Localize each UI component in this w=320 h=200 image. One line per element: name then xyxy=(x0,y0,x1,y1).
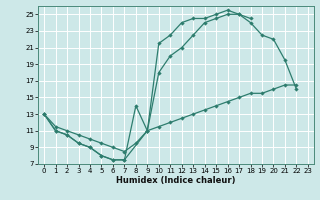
X-axis label: Humidex (Indice chaleur): Humidex (Indice chaleur) xyxy=(116,176,236,185)
